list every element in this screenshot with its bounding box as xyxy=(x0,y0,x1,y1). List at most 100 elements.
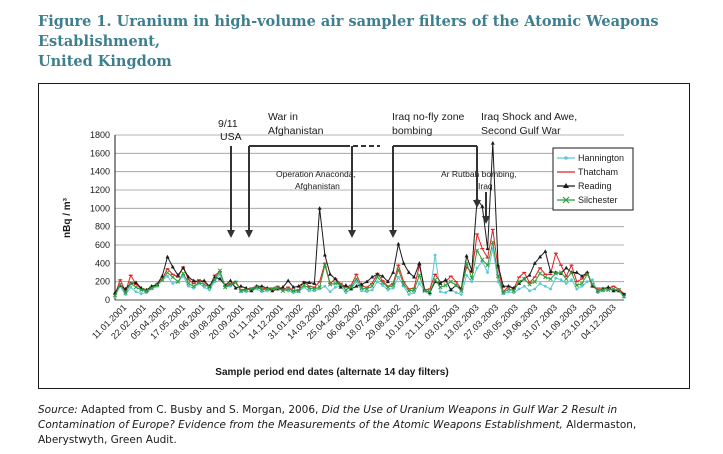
point-silchester-24 xyxy=(238,288,244,293)
legend-marker-hannington xyxy=(564,156,568,160)
point-hannington-5 xyxy=(139,292,143,295)
point-hannington-47 xyxy=(360,289,364,293)
point-silchester-19 xyxy=(212,277,217,282)
point-silchester-90 xyxy=(585,272,590,277)
point-hannington-54 xyxy=(396,275,400,279)
legend-label-thatcham: Thatcham xyxy=(578,167,618,177)
point-hannington-89 xyxy=(580,284,584,288)
legend-item-thatcham: Thatcham xyxy=(557,167,618,177)
point-hannington-65 xyxy=(454,291,458,295)
point-hannington-63 xyxy=(444,291,447,295)
point-silchester-69 xyxy=(474,248,480,253)
point-silchester-78 xyxy=(522,276,527,282)
chart-frame xyxy=(38,83,690,389)
point-hannington-82 xyxy=(543,284,547,288)
point-reading-40 xyxy=(322,252,327,257)
point-silchester-21 xyxy=(223,285,228,290)
source-title: Did the Use of Uranium Weapons in Gulf W… xyxy=(38,404,618,431)
annotation-nofly-line2: bombing xyxy=(392,125,432,137)
point-hannington-50 xyxy=(375,280,379,284)
point-reading-74 xyxy=(501,284,506,288)
point-silchester-5 xyxy=(139,287,144,293)
point-hannington-41 xyxy=(328,290,332,294)
legend-label-silchester: Silchester xyxy=(578,195,618,205)
point-silchester-3 xyxy=(128,281,133,286)
point-silchester-20 xyxy=(217,268,223,273)
point-silchester-42 xyxy=(333,281,338,286)
point-hannington-90 xyxy=(585,280,589,284)
point-reading-26 xyxy=(249,288,254,293)
point-silchester-80 xyxy=(532,279,537,284)
point-hannington-44 xyxy=(344,291,348,295)
point-hannington-57 xyxy=(412,291,416,295)
legend-marker-reading xyxy=(563,183,569,188)
point-hannington-51 xyxy=(381,283,385,287)
point-silchester-8 xyxy=(154,283,160,288)
point-reading-4 xyxy=(133,280,138,284)
figure-title: Figure 1. Uranium in high-volume air sam… xyxy=(38,12,708,72)
x-axis-title: Sample period end dates (alternate 14 da… xyxy=(215,367,448,378)
legend-item-reading: Reading xyxy=(557,181,612,191)
point-reading-51 xyxy=(380,273,385,278)
figure-title-line1: Figure 1. Uranium in high-volume air sam… xyxy=(38,13,659,50)
point-reading-32 xyxy=(280,284,285,289)
point-silchester-12 xyxy=(175,279,181,284)
point-hannington-11 xyxy=(171,282,175,285)
point-silchester-27 xyxy=(254,285,259,290)
point-reading-67 xyxy=(464,253,469,258)
source-note: Source: Adapted from C. Busby and S. Mor… xyxy=(38,403,693,448)
point-silchester-16 xyxy=(196,280,202,285)
point-silchester-33 xyxy=(286,286,291,292)
point-hannington-78 xyxy=(522,284,526,288)
point-silchester-81 xyxy=(537,271,543,276)
point-reading-58 xyxy=(417,261,422,265)
point-reading-13 xyxy=(181,265,186,270)
y-tick-label-0: 0 xyxy=(105,295,110,305)
point-silchester-54 xyxy=(396,267,401,272)
point-hannington-81 xyxy=(538,282,542,285)
point-reading-39 xyxy=(317,206,322,210)
y-axis-title: nBq / m³ xyxy=(62,197,73,238)
point-hannington-58 xyxy=(417,282,421,285)
point-reading-94 xyxy=(606,284,611,289)
annotation-shockawe-line2: Second Gulf War xyxy=(481,125,561,137)
point-hannington-56 xyxy=(407,293,411,296)
point-silchester-37 xyxy=(307,285,312,291)
point-silchester-66 xyxy=(459,288,464,293)
point-silchester-62 xyxy=(438,285,443,290)
point-reading-46 xyxy=(354,284,359,288)
point-silchester-46 xyxy=(354,276,359,282)
point-reading-34 xyxy=(291,284,296,289)
point-reading-23 xyxy=(233,285,238,290)
point-reading-45 xyxy=(349,286,354,291)
point-reading-79 xyxy=(527,273,532,277)
point-hannington-49 xyxy=(370,288,374,292)
point-silchester-72 xyxy=(490,240,495,245)
point-silchester-74 xyxy=(501,290,506,295)
point-hannington-67 xyxy=(465,273,468,277)
point-hannington-73 xyxy=(496,280,500,284)
point-silchester-96 xyxy=(616,287,621,293)
point-reading-64 xyxy=(448,287,453,292)
point-silchester-61 xyxy=(432,277,438,282)
point-silchester-87 xyxy=(569,270,574,275)
y-tick-label-1600: 1600 xyxy=(90,148,110,158)
series-line-reading xyxy=(114,143,625,295)
point-hannington-75 xyxy=(507,290,510,294)
point-silchester-86 xyxy=(564,276,569,282)
point-hannington-53 xyxy=(391,286,395,290)
point-silchester-7 xyxy=(149,285,154,291)
annotation-arrutbah-line2: Iraq xyxy=(478,181,493,191)
point-reading-22 xyxy=(228,278,233,283)
point-silchester-53 xyxy=(390,283,396,288)
point-silchester-65 xyxy=(453,283,459,288)
point-silchester-44 xyxy=(343,287,349,293)
point-silchester-75 xyxy=(506,286,511,292)
point-reading-81 xyxy=(538,254,543,259)
legend-item-silchester: Silchester xyxy=(557,195,618,205)
y-tick-label-1200: 1200 xyxy=(90,185,110,195)
point-reading-12 xyxy=(175,273,180,277)
point-silchester-47 xyxy=(359,285,364,291)
point-silchester-93 xyxy=(600,287,606,293)
point-reading-36 xyxy=(301,280,306,284)
